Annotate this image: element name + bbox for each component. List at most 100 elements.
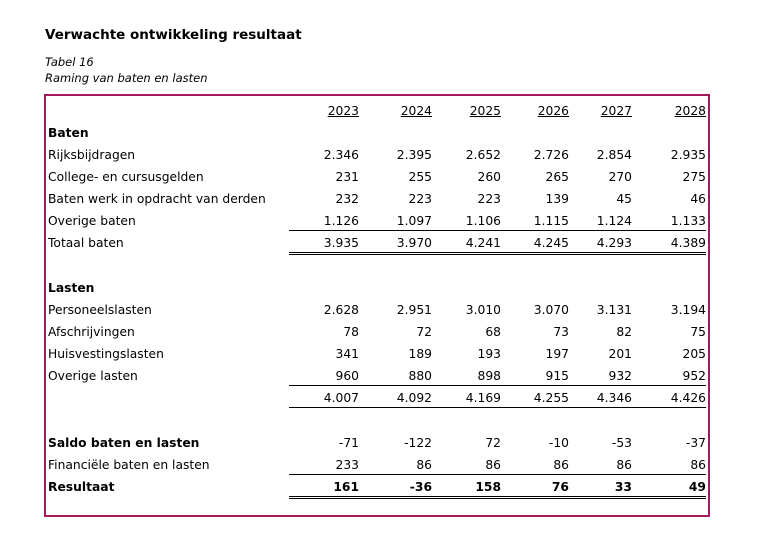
row-label: College- en cursusgelden	[48, 170, 204, 184]
value-cell: 86	[416, 458, 432, 472]
value-cell: 68	[485, 325, 501, 339]
value-cell: 75	[690, 325, 706, 339]
value-cell: 49	[688, 480, 706, 494]
row-label: Rijksbijdragen	[48, 148, 136, 162]
row-label: Afschrijvingen	[48, 325, 135, 339]
table-row: Overige lasten 960 880 898 915 932 952	[46, 365, 708, 387]
value-cell: -36	[409, 480, 432, 494]
value-cell: 2.652	[465, 148, 501, 162]
value-cell: 193	[477, 347, 501, 361]
value-cell: 3.194	[670, 303, 706, 317]
value-cell: 1.115	[533, 214, 569, 228]
row-label: Huisvestingslasten	[48, 347, 164, 361]
section-heading-row: Lasten	[46, 277, 708, 299]
value-cell: 86	[485, 458, 501, 472]
row-label: Overige lasten	[48, 369, 138, 383]
value-cell: 3.935	[323, 236, 359, 250]
section-heading-lasten: Lasten	[48, 281, 95, 295]
table-row: Personeelslasten 2.628 2.951 3.010 3.070…	[46, 299, 708, 321]
value-cell: 1.126	[323, 214, 359, 228]
value-cell: 4.007	[323, 391, 359, 405]
value-cell: 4.293	[596, 236, 632, 250]
value-cell: 72	[485, 436, 501, 450]
row-label: Overige baten	[48, 214, 136, 228]
year-header: 2025	[469, 104, 501, 118]
value-cell: 231	[335, 170, 359, 184]
total-double-rule	[289, 496, 706, 499]
value-cell: 72	[416, 325, 432, 339]
value-cell: 86	[690, 458, 706, 472]
value-cell: 341	[335, 347, 359, 361]
value-cell: 197	[545, 347, 569, 361]
value-cell: 2.726	[533, 148, 569, 162]
value-cell: 223	[408, 192, 432, 206]
table-description-caption: Raming van baten en lasten	[45, 71, 208, 85]
value-cell: 260	[477, 170, 501, 184]
value-cell: 960	[335, 369, 359, 383]
value-cell: 932	[608, 369, 632, 383]
table-frame: 2023 2024 2025 2026 2027 2028 Baten Rijk…	[44, 94, 710, 517]
value-cell: 223	[477, 192, 501, 206]
row-label: Baten werk in opdracht van derden	[48, 192, 266, 206]
value-cell: 1.133	[670, 214, 706, 228]
year-header: 2028	[674, 104, 706, 118]
row-label: Saldo baten en lasten	[48, 436, 200, 450]
table-row: Saldo baten en lasten -71 -122 72 -10 -5…	[46, 432, 708, 454]
table-row: Financiële baten en lasten 233 86 86 86 …	[46, 454, 708, 476]
value-cell: 915	[545, 369, 569, 383]
year-header: 2023	[327, 104, 359, 118]
value-cell: 1.106	[465, 214, 501, 228]
value-cell: 45	[616, 192, 632, 206]
row-label: Resultaat	[48, 480, 115, 494]
value-cell: 139	[545, 192, 569, 206]
value-cell: 3.010	[465, 303, 501, 317]
table-row: Rijksbijdragen 2.346 2.395 2.652 2.726 2…	[46, 144, 708, 166]
value-cell: 2.628	[323, 303, 359, 317]
value-cell: 4.255	[533, 391, 569, 405]
value-cell: 201	[608, 347, 632, 361]
value-cell: 233	[335, 458, 359, 472]
total-row: 4.007 4.092 4.169 4.255 4.346 4.426	[46, 387, 708, 409]
section-heading-baten: Baten	[48, 126, 89, 140]
value-cell: 4.346	[596, 391, 632, 405]
value-cell: 2.935	[670, 148, 706, 162]
value-cell: 2.346	[323, 148, 359, 162]
result-row: Resultaat 161 -36 158 76 33 49	[46, 476, 708, 498]
value-cell: 76	[551, 480, 569, 494]
section-heading-row: Baten	[46, 122, 708, 144]
value-cell: 73	[553, 325, 569, 339]
value-cell: -53	[611, 436, 632, 450]
row-label: Financiële baten en lasten	[48, 458, 210, 472]
value-cell: 4.245	[533, 236, 569, 250]
table-row: Baten werk in opdracht van derden 232 22…	[46, 188, 708, 210]
value-cell: 86	[553, 458, 569, 472]
value-cell: 880	[408, 369, 432, 383]
table-row: Afschrijvingen 78 72 68 73 82 75	[46, 321, 708, 343]
value-cell: 33	[614, 480, 632, 494]
value-cell: 46	[690, 192, 706, 206]
value-cell: 1.124	[596, 214, 632, 228]
value-cell: 158	[475, 480, 501, 494]
value-cell: 3.070	[533, 303, 569, 317]
value-cell: 232	[335, 192, 359, 206]
row-label: Totaal baten	[48, 236, 124, 250]
table-row: Overige baten 1.126 1.097 1.106 1.115 1.…	[46, 210, 708, 232]
value-cell: 2.395	[396, 148, 432, 162]
value-cell: 4.389	[670, 236, 706, 250]
value-cell: -37	[685, 436, 706, 450]
value-cell: 898	[477, 369, 501, 383]
subtotal-rule	[289, 385, 706, 386]
value-cell: 270	[608, 170, 632, 184]
value-cell: 4.092	[396, 391, 432, 405]
value-cell: 205	[682, 347, 706, 361]
value-cell: 2.951	[396, 303, 432, 317]
value-cell: 275	[682, 170, 706, 184]
total-row: Totaal baten 3.935 3.970 4.241 4.245 4.2…	[46, 232, 708, 254]
value-cell: 4.169	[465, 391, 501, 405]
value-cell: 2.854	[596, 148, 632, 162]
value-cell: 255	[408, 170, 432, 184]
total-double-rule	[289, 252, 706, 255]
value-cell: 1.097	[396, 214, 432, 228]
year-header: 2027	[600, 104, 632, 118]
table-row: College- en cursusgelden 231 255 260 265…	[46, 166, 708, 188]
